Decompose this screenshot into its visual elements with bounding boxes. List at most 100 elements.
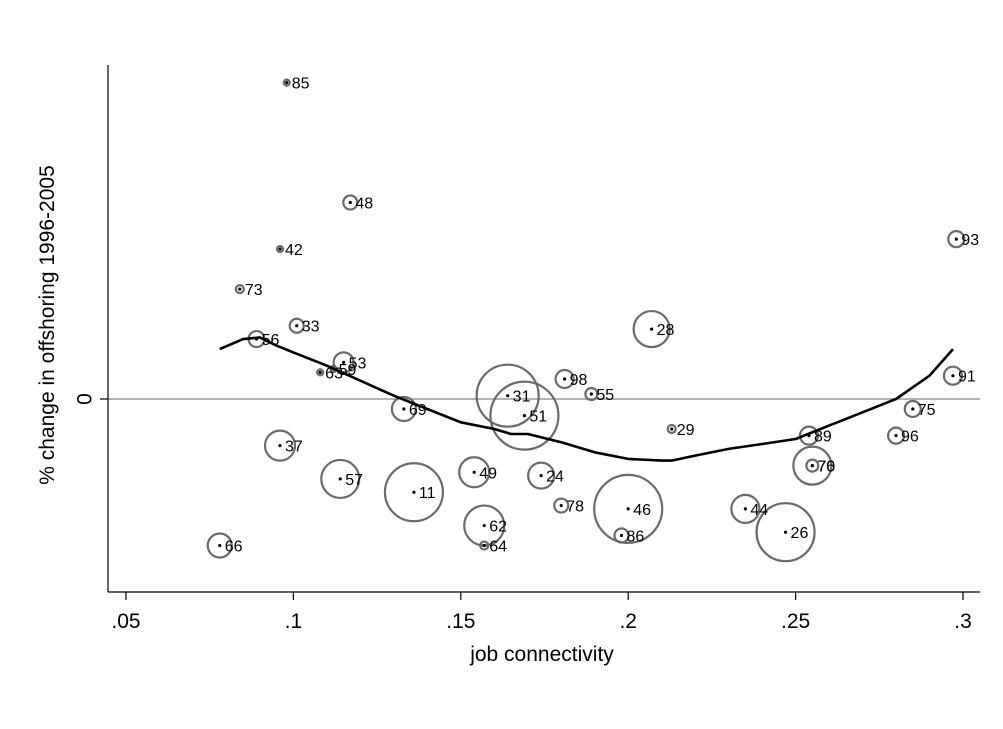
point-marker-96 [886, 426, 906, 445]
point-label-96: 96 [901, 429, 919, 446]
points-group [206, 78, 966, 563]
point-label-42: 42 [285, 242, 303, 259]
point-centre-26 [783, 530, 788, 534]
point-marker-91 [942, 365, 964, 386]
point-centre-85 [285, 81, 289, 85]
point-centre-96 [894, 434, 898, 438]
point-marker-98 [554, 368, 575, 390]
axes-group: .05 .1 .15 .2 .25 .3 0 [73, 65, 980, 633]
point-centre-46 [626, 507, 630, 511]
point-marker-93 [947, 230, 966, 249]
point-marker-89 [798, 425, 820, 446]
point-centre-33 [295, 324, 299, 328]
point-marker-29 [666, 423, 677, 435]
point-centre-55 [589, 392, 593, 396]
point-centre-42 [278, 247, 282, 251]
point-marker-24 [527, 461, 556, 490]
point-label-93: 93 [961, 232, 979, 249]
point-label-73: 73 [245, 282, 263, 299]
point-marker-46 [593, 473, 664, 544]
point-label-64: 64 [489, 539, 507, 556]
point-marker-70 [805, 458, 820, 473]
point-marker-28 [632, 309, 671, 349]
point-centre-91 [951, 374, 955, 378]
point-marker-78 [553, 497, 570, 514]
point-marker-11 [383, 462, 445, 523]
point-marker-44 [730, 493, 761, 524]
point-centre-66 [218, 543, 222, 548]
point-label-59: 59 [339, 362, 357, 379]
point-centre-24 [539, 473, 543, 478]
y-axis-title: % change in offshoring 1996-2005 [36, 165, 59, 485]
point-marker-26 [755, 502, 816, 563]
point-centre-37 [278, 444, 282, 448]
point-label-11: 11 [419, 485, 436, 502]
point-label-76: 76 [817, 459, 835, 476]
point-label-44: 44 [750, 502, 768, 519]
point-label-28: 28 [657, 322, 675, 339]
x-tick-label: .25 [781, 610, 810, 633]
point-label-37: 37 [285, 439, 303, 456]
point-label-57: 57 [345, 472, 363, 489]
point-label-29: 29 [677, 422, 695, 439]
point-centre-86 [619, 533, 624, 538]
point-marker-86 [613, 527, 630, 544]
point-label-78: 78 [566, 499, 584, 516]
point-marker-51 [489, 380, 560, 451]
point-label-86: 86 [627, 529, 645, 546]
point-label-91: 91 [958, 369, 976, 386]
point-centre-62 [482, 523, 486, 528]
point-centre-53 [342, 360, 346, 364]
point-centre-57 [338, 477, 342, 481]
point-centre-11 [412, 490, 416, 494]
point-centre-98 [562, 377, 567, 381]
x-tick-label: .3 [954, 610, 972, 633]
point-label-55: 55 [596, 387, 614, 404]
point-label-66: 66 [225, 539, 243, 556]
point-marker-55 [584, 386, 599, 402]
point-centre-93 [954, 237, 958, 241]
point-label-53: 53 [349, 355, 367, 372]
point-label-48: 48 [355, 196, 373, 213]
x-tick-label: .2 [619, 610, 637, 633]
point-label-89: 89 [814, 429, 832, 446]
point-label-62: 62 [489, 519, 507, 536]
point-marker-37 [263, 429, 297, 462]
point-centre-78 [559, 503, 563, 508]
point-label-33: 33 [302, 319, 320, 336]
point-label-26: 26 [791, 525, 809, 542]
point-label-49: 49 [479, 465, 497, 482]
point-label-70: 70 [817, 459, 835, 476]
point-label-46: 46 [633, 502, 651, 519]
point-centre-44 [743, 507, 747, 511]
point-marker-75 [903, 399, 922, 419]
smoothed-fit-line [219, 336, 954, 462]
point-marker-33 [288, 317, 305, 334]
point-label-85: 85 [292, 76, 310, 93]
smoothed-line-group [219, 336, 954, 462]
point-centre-63 [318, 370, 322, 374]
x-tick-label: .15 [446, 610, 475, 633]
point-centre-48 [348, 200, 352, 205]
point-marker-66 [206, 532, 233, 559]
point-centre-70 [810, 464, 814, 468]
point-centre-31 [506, 394, 510, 398]
point-label-75: 75 [918, 402, 936, 419]
point-marker-85 [282, 78, 291, 87]
point-marker-31 [475, 363, 540, 428]
point-centre-49 [472, 470, 476, 474]
point-label-63: 63 [325, 365, 343, 382]
point-marker-63 [316, 368, 325, 377]
point-marker-76 [792, 445, 833, 486]
point-marker-42 [275, 245, 285, 254]
point-marker-49 [458, 456, 491, 489]
point-centre-69 [402, 407, 406, 411]
x-tick-label: .1 [285, 610, 303, 633]
point-centre-64 [482, 543, 486, 548]
point-label-69: 69 [409, 402, 427, 419]
point-centre-73 [238, 287, 242, 291]
point-centre-75 [911, 407, 915, 411]
